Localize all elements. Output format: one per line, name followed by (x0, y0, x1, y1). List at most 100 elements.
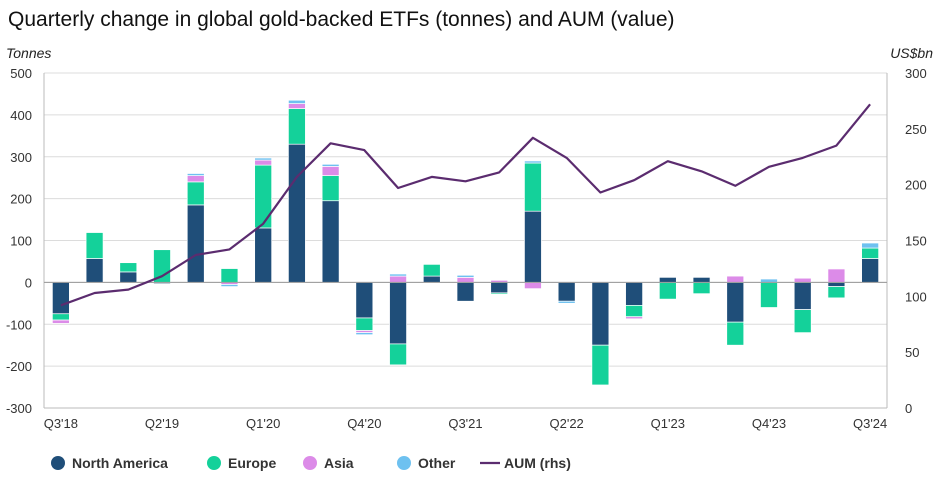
bar-segment (524, 282, 542, 290)
aum-line (60, 103, 871, 307)
bar-segment (288, 103, 306, 109)
bar-segment (692, 277, 711, 283)
x-tick-label: Q3'21 (448, 416, 482, 431)
bar-segment (119, 271, 138, 283)
bar-segment (524, 162, 542, 212)
bar-segment (793, 309, 812, 333)
bar-segment (355, 317, 374, 331)
bar-segment (355, 332, 374, 336)
bar-segment (490, 282, 509, 294)
bar-segment (692, 282, 711, 295)
bar-segment (827, 268, 846, 283)
bar-segment (625, 305, 643, 318)
bar-segment (726, 321, 745, 346)
bar-segment (220, 268, 239, 283)
legend-label: Asia (324, 455, 354, 471)
legend-swatch (397, 456, 411, 470)
bar-segment (861, 258, 879, 283)
bar-segment (827, 286, 846, 299)
bar-segment (321, 200, 340, 283)
legend-swatch (207, 456, 221, 470)
y-left-tick-label: 100 (10, 234, 32, 249)
bar-segment (389, 282, 407, 345)
bar-segment (288, 99, 306, 104)
y-left-tick-label: -200 (6, 359, 32, 374)
bar-segment (186, 175, 205, 183)
y-right-tick-label: 300 (905, 66, 927, 81)
y-left-tick-label: 0 (25, 275, 32, 290)
y-left-tick-label: 400 (10, 108, 32, 123)
x-tick-label: Q4'23 (752, 416, 786, 431)
bar-segment (321, 163, 340, 167)
y-left-tick-label: -100 (6, 317, 32, 332)
bar-segment (760, 282, 778, 308)
y-left-tick-label: 300 (10, 150, 32, 165)
bar-segment (355, 282, 374, 319)
bar-segment (591, 344, 610, 386)
bar-segment (52, 319, 70, 324)
bar-segment (186, 181, 205, 206)
bar-segment (254, 164, 273, 229)
bar-segment (186, 204, 205, 283)
bar-segment (389, 343, 407, 366)
bar-segment (726, 275, 745, 283)
legend-label: Europe (228, 455, 276, 471)
bar-segment (254, 159, 273, 166)
bar-segment (254, 227, 273, 283)
bar-segment (760, 278, 778, 283)
y-right-tick-label: 0 (905, 401, 912, 416)
legend-label: AUM (rhs) (504, 455, 571, 471)
bar-segment (524, 160, 542, 164)
x-tick-label: Q2'19 (145, 416, 179, 431)
bar-segment (861, 242, 879, 249)
bar-segment (524, 210, 542, 283)
bar-segment (321, 166, 340, 176)
legend-swatch (51, 456, 65, 470)
x-tick-label: Q1'20 (246, 416, 280, 431)
bar-segment (557, 282, 576, 302)
bar-segment (85, 232, 104, 259)
bar-segment (186, 173, 205, 176)
bar-segment (861, 247, 879, 259)
bar-segment (321, 175, 340, 202)
bar-segment (52, 282, 70, 315)
y-left-axis-label: Tonnes (6, 45, 51, 61)
y-left-tick-label: 200 (10, 192, 32, 207)
bar-segment (793, 282, 812, 310)
x-tick-label: Q1'23 (651, 416, 685, 431)
bar-segment (726, 282, 745, 323)
y-right-tick-label: 250 (905, 122, 927, 137)
bar-segment (52, 313, 70, 321)
bar-segment (456, 282, 475, 302)
bar-segment (389, 273, 407, 277)
legend-label: Other (418, 455, 456, 471)
y-right-tick-label: 50 (905, 345, 919, 360)
bar-segment (625, 282, 643, 306)
bar-segment (288, 143, 306, 283)
x-tick-label: Q3'18 (44, 416, 78, 431)
bar-segment (625, 316, 643, 320)
x-tick-label: Q2'22 (550, 416, 584, 431)
bar-segment (827, 282, 846, 287)
bar-segment (658, 282, 677, 300)
bar-segment (793, 277, 812, 283)
y-left-tick-label: -300 (6, 401, 32, 416)
bar-segment (288, 108, 306, 145)
x-tick-label: Q4'20 (347, 416, 381, 431)
bar-segment (119, 262, 138, 273)
bar-segment (389, 275, 407, 283)
bar-segment (557, 300, 576, 304)
y-right-tick-label: 100 (905, 289, 927, 304)
chart-title: Quarterly change in global gold-backed E… (8, 8, 675, 31)
x-tick-label: Q3'24 (853, 416, 887, 431)
legend-label: North America (72, 455, 168, 471)
bar-segment (85, 258, 104, 283)
bar-segment (490, 292, 509, 295)
bar-segment (591, 282, 610, 346)
bar-segment (456, 277, 475, 283)
bar-segment (422, 264, 441, 277)
bar-segment (456, 274, 475, 278)
bar-segment (658, 277, 677, 283)
y-right-tick-label: 200 (905, 178, 927, 193)
